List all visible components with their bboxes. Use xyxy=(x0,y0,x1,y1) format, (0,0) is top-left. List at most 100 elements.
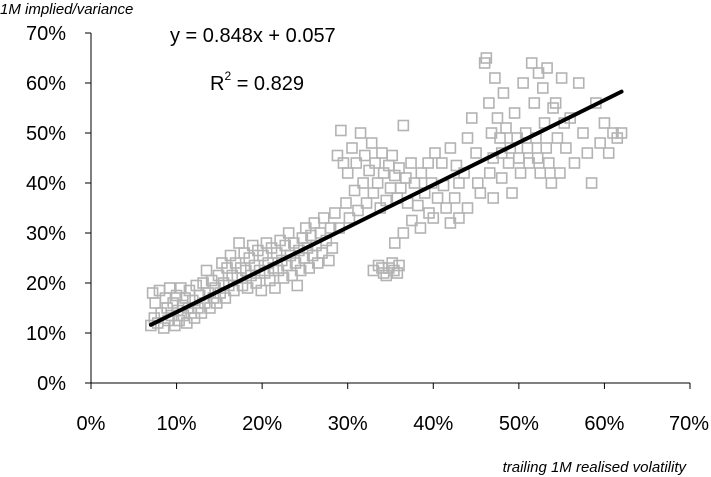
scatter-point xyxy=(219,292,232,304)
scatter-point xyxy=(255,284,268,297)
y-tick-label: 30% xyxy=(26,223,66,245)
scatter-point xyxy=(471,177,484,189)
scatter-point xyxy=(367,187,380,199)
scatter-point xyxy=(429,147,441,159)
scatter-point xyxy=(369,157,381,169)
scatter-point xyxy=(465,112,478,124)
scatter-point xyxy=(551,132,564,144)
scatter-point xyxy=(316,247,328,259)
scatter-point xyxy=(163,282,176,294)
scatter-point xyxy=(502,157,515,169)
scatter-point xyxy=(365,137,378,149)
scatter-point xyxy=(145,319,157,332)
scatter-point xyxy=(357,177,369,189)
scatter-point xyxy=(487,192,499,204)
x-tick-label: 30% xyxy=(328,413,368,435)
scatter-point xyxy=(341,167,354,179)
scatter-point xyxy=(393,162,405,174)
scatter-point xyxy=(480,52,493,64)
y-tick-label: 40% xyxy=(26,173,66,195)
scatter-point xyxy=(508,107,521,119)
scatter-point xyxy=(534,167,547,179)
scatter-point xyxy=(431,192,444,204)
r-squared-prefix: R xyxy=(210,73,224,95)
scatter-point xyxy=(560,142,572,154)
scatter-point xyxy=(555,72,568,84)
scatter-point xyxy=(540,142,553,154)
scatter-point xyxy=(494,132,506,144)
scatter-point xyxy=(521,142,534,154)
scatter-point xyxy=(343,212,356,224)
scatter-point xyxy=(393,259,405,272)
x-axis-title: trailing 1M realised volatility xyxy=(503,459,688,476)
y-tick-label: 70% xyxy=(26,23,66,45)
scatter-point xyxy=(317,212,330,224)
scatter-point xyxy=(453,177,465,189)
scatter-point xyxy=(346,142,358,154)
x-tick-label: 40% xyxy=(413,413,453,435)
scatter-point xyxy=(386,149,399,162)
x-tick-label: 50% xyxy=(499,413,539,435)
scatter-point xyxy=(495,172,508,184)
scatter-point xyxy=(598,117,611,129)
scatter-point xyxy=(408,177,421,189)
scatter-point xyxy=(323,254,335,267)
scatter-point xyxy=(335,124,347,137)
scatter-point xyxy=(572,77,585,89)
scatter-point xyxy=(568,157,581,169)
scatter-point xyxy=(483,167,496,179)
scatter-point xyxy=(352,204,364,217)
scatter-point xyxy=(326,242,339,254)
scatter-point xyxy=(277,272,290,284)
scatter-point xyxy=(350,157,363,169)
scatter-point xyxy=(329,207,341,219)
scatter-point xyxy=(371,177,384,189)
y-ticks: 0% 10% 20% 30% 40% 50% 60% 70% xyxy=(26,23,91,395)
scatter-point xyxy=(348,184,361,197)
y-axis-title: 1M implied/variance xyxy=(0,1,133,18)
y-tick-label: 50% xyxy=(26,123,66,145)
scatter-point xyxy=(291,279,304,292)
r-squared-suffix: = 0.829 xyxy=(231,73,304,95)
scatter-point xyxy=(525,57,538,69)
scatter-point xyxy=(200,264,213,277)
scatter-point xyxy=(412,199,424,212)
scatter-point xyxy=(444,217,457,229)
scatter-point xyxy=(405,157,417,169)
scatter-point xyxy=(406,214,418,227)
scatter-point xyxy=(474,187,487,199)
scatter-point xyxy=(497,87,510,99)
scatter-point xyxy=(545,177,558,189)
scatter-point xyxy=(577,127,589,139)
scatter-point xyxy=(491,112,504,124)
x-ticks: 0% 10% 20% 30% 40% 50% 60% 70% xyxy=(77,383,709,435)
r-squared-label: R2 = 0.829 xyxy=(210,69,304,95)
scatter-point xyxy=(615,127,628,139)
scatter-point xyxy=(397,119,410,132)
scatter-point xyxy=(391,267,404,279)
scatter-point xyxy=(146,287,159,299)
x-tick-label: 20% xyxy=(242,413,282,435)
scatter-point xyxy=(149,297,161,309)
scatter-point xyxy=(513,152,525,164)
scatter-point xyxy=(384,182,397,194)
scatter-point xyxy=(337,157,350,169)
scatter-point xyxy=(514,167,527,179)
scatter-point xyxy=(354,127,367,139)
scatter-point xyxy=(528,97,541,109)
scatter-point xyxy=(581,147,594,159)
equation-label: y = 0.848x + 0.057 xyxy=(170,25,336,47)
trendline xyxy=(148,89,624,327)
scatter-point xyxy=(444,142,457,154)
scatter-point xyxy=(324,222,337,234)
x-tick-label: 0% xyxy=(77,413,106,435)
scatter-point xyxy=(489,72,501,84)
scatter-point xyxy=(314,227,327,239)
scatter-point xyxy=(359,149,371,162)
scatter-point xyxy=(394,182,407,194)
scatter-point xyxy=(532,67,545,79)
scatter-point xyxy=(414,222,427,234)
scatter-point xyxy=(233,237,245,249)
scatter-point xyxy=(376,147,388,159)
